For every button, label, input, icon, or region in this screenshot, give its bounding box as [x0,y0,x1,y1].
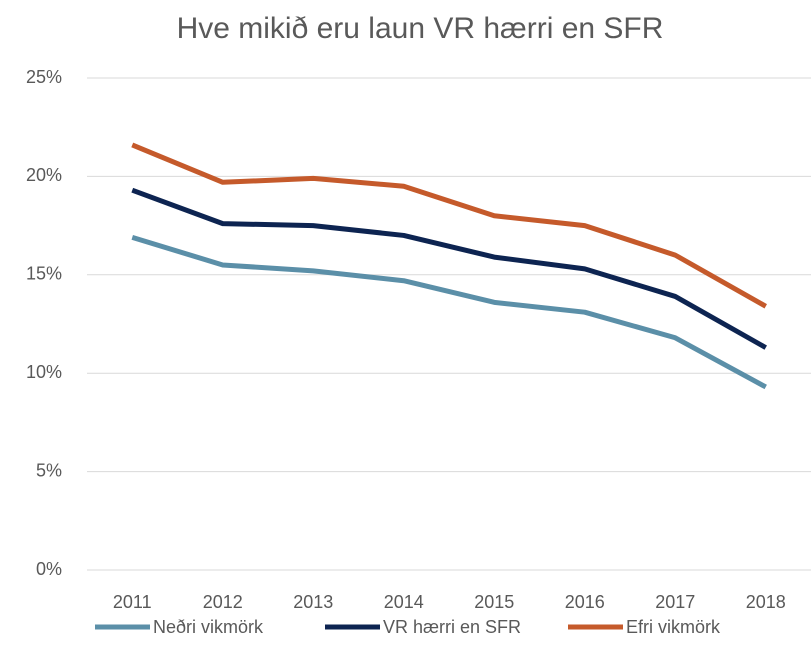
x-tick-label: 2018 [746,592,786,612]
x-tick-label: 2011 [113,592,152,612]
legend-label: Efri vikmörk [626,617,721,637]
legend-label: VR hærri en SFR [383,617,521,637]
line-series [131,142,767,309]
x-tick-label: 2017 [655,592,695,612]
x-tick-label: 2012 [203,592,243,612]
y-tick-label: 10% [26,362,62,382]
x-tick-label: 2014 [384,592,424,612]
legend-label: Neðri vikmörk [153,617,264,637]
chart-title: Hve mikið eru laun VR hærri en SFR [177,12,664,45]
x-tick-label: 2016 [565,592,605,612]
y-tick-label: 0% [36,559,62,579]
line-series [131,235,767,390]
line-series [131,187,767,350]
y-tick-label: 5% [36,460,62,480]
y-tick-label: 20% [26,165,62,185]
x-tick-label: 2013 [293,592,333,612]
x-tick-label: 2015 [474,592,514,612]
y-tick-label: 25% [26,67,62,87]
y-tick-label: 15% [26,264,62,284]
